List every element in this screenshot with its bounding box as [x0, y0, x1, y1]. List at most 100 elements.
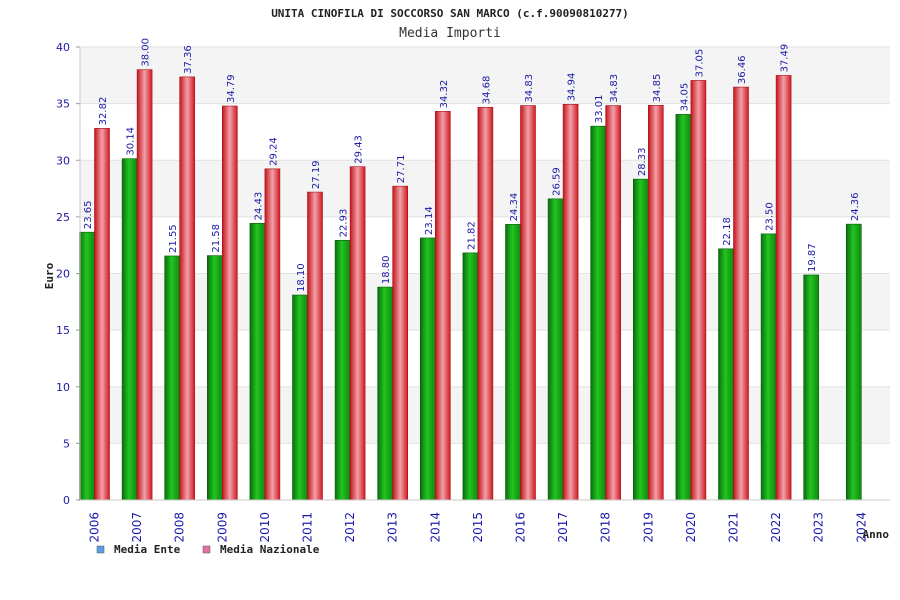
bar-value-label: 32.82 — [98, 97, 109, 126]
bar-nazionale-2007 — [136, 69, 153, 501]
bar-ente-2022 — [760, 233, 777, 501]
x-tick-label: 2008 — [173, 512, 187, 543]
bar-value-label: 34.68 — [481, 76, 492, 105]
bar-nazionale-2017 — [562, 104, 579, 501]
bar-value-label: 34.05 — [679, 83, 690, 112]
legend: Media Ente Media Nazionale — [96, 543, 320, 556]
x-tick-label: 2015 — [471, 512, 485, 543]
x-tick-label: 2022 — [769, 512, 783, 543]
y-tick-label: 40 — [56, 41, 70, 54]
bar-ente-2017 — [547, 198, 564, 501]
bar-nazionale-2020 — [690, 80, 707, 501]
bar-ente-2008 — [164, 255, 180, 501]
bar-ente-2018 — [590, 125, 607, 501]
bar-ente-2020 — [675, 114, 692, 501]
x-tick-label: 2012 — [343, 512, 357, 543]
bar-value-label: 23.14 — [424, 206, 435, 235]
plot-band — [80, 47, 890, 104]
bar-value-label: 37.36 — [183, 45, 194, 74]
bar-ente-2016 — [505, 224, 521, 501]
x-axis-ticks: 2006 2007 2008 2009 2010 2011 2012 2013 2014 2015… — [88, 512, 869, 543]
bar-ente-2014 — [419, 237, 436, 501]
bar-value-label: 26.59 — [552, 167, 563, 196]
x-tick-label: 2018 — [599, 512, 613, 543]
bar-value-label: 34.83 — [609, 74, 620, 103]
bar-ente-2013 — [377, 286, 394, 501]
x-tick-label: 2023 — [812, 512, 826, 543]
y-axis-ticks: 0 5 10 15 20 25 30 35 40 — [56, 41, 80, 507]
x-tick-label: 2011 — [301, 512, 315, 543]
x-tick-label: 2019 — [641, 512, 655, 543]
bar-ente-2012 — [334, 240, 351, 501]
bar-value-label: 18.10 — [296, 263, 307, 292]
bar-value-label: 34.79 — [226, 74, 237, 103]
bar-value-label: 27.71 — [396, 155, 407, 184]
y-tick-label: 5 — [63, 437, 70, 450]
bar-value-label: 21.55 — [168, 224, 179, 253]
bar-value-label: 18.80 — [381, 255, 392, 284]
bar-nazionale-2012 — [349, 166, 366, 501]
y-axis-label: Euro — [43, 262, 56, 289]
bar-ente-2019 — [632, 178, 649, 501]
bar-value-label: 38.00 — [141, 38, 152, 67]
bar-value-label: 37.05 — [694, 49, 705, 78]
bar-nazionale-2011 — [307, 191, 323, 501]
bar-ente-2009 — [207, 255, 223, 501]
bar-value-label: 34.83 — [524, 74, 535, 103]
bar-nazionale-2022 — [775, 75, 792, 501]
legend-label-ente: Media Ente — [114, 543, 181, 556]
bar-value-label: 21.82 — [466, 221, 477, 250]
legend-label-nazionale: Media Nazionale — [220, 543, 320, 556]
x-tick-label: 2007 — [130, 512, 144, 543]
bar-ente-2006 — [79, 231, 95, 501]
bar-nazionale-2018 — [605, 105, 622, 501]
y-tick-label: 10 — [56, 381, 70, 394]
bar-nazionale-2010 — [264, 168, 281, 501]
bar-ente-2015 — [462, 252, 479, 501]
bar-labels-layer: 23.65 32.82 30.14 38.00 21.55 37.36 21.58 34.79… — [83, 38, 861, 292]
bar-ente-2007 — [121, 158, 138, 501]
bar-value-label: 24.36 — [850, 192, 861, 221]
bar-value-label: 34.85 — [652, 74, 663, 103]
bar-ente-2023 — [803, 274, 820, 501]
bar-value-label: 33.01 — [594, 95, 605, 124]
bar-nazionale-2006 — [94, 128, 110, 501]
bar-ente-2011 — [292, 294, 308, 501]
bar-value-label: 29.24 — [268, 137, 279, 166]
legend-swatch-ente — [96, 545, 105, 554]
bar-value-label: 19.87 — [807, 243, 818, 272]
bar-value-label: 34.32 — [439, 80, 450, 109]
x-tick-label: 2009 — [215, 512, 229, 543]
y-tick-label: 25 — [56, 211, 70, 224]
legend-swatch-nazionale — [202, 545, 211, 554]
x-tick-label: 2017 — [556, 512, 570, 543]
bar-value-label: 22.18 — [722, 217, 733, 246]
bar-nazionale-2013 — [392, 185, 409, 501]
bar-nazionale-2019 — [647, 105, 664, 501]
bar-ente-2021 — [718, 248, 734, 501]
chart-title: UNITA CINOFILA DI SOCCORSO SAN MARCO (c.… — [271, 7, 629, 20]
bar-value-label: 24.43 — [253, 192, 264, 221]
chart-subtitle: Media Importi — [399, 26, 501, 41]
x-tick-label: 2010 — [258, 512, 272, 543]
y-tick-label: 15 — [56, 324, 70, 337]
bar-value-label: 30.14 — [126, 127, 137, 156]
bar-ente-2024 — [845, 223, 862, 501]
x-tick-label: 2013 — [386, 512, 400, 543]
bar-value-label: 27.19 — [311, 160, 322, 189]
x-axis-label: Anno — [863, 528, 890, 541]
x-tick-label: 2006 — [88, 512, 102, 543]
bar-value-label: 23.50 — [765, 202, 776, 231]
x-tick-label: 2021 — [727, 512, 741, 543]
bar-value-label: 29.43 — [354, 135, 365, 164]
y-tick-label: 30 — [56, 154, 70, 167]
bar-value-label: 28.33 — [637, 148, 648, 177]
bar-value-label: 36.46 — [737, 55, 748, 84]
x-tick-label: 2020 — [684, 512, 698, 543]
bar-nazionale-2008 — [179, 76, 195, 501]
bar-nazionale-2009 — [222, 105, 238, 501]
bar-nazionale-2015 — [477, 106, 494, 501]
y-tick-label: 20 — [56, 268, 70, 281]
x-tick-label: 2014 — [428, 512, 442, 543]
